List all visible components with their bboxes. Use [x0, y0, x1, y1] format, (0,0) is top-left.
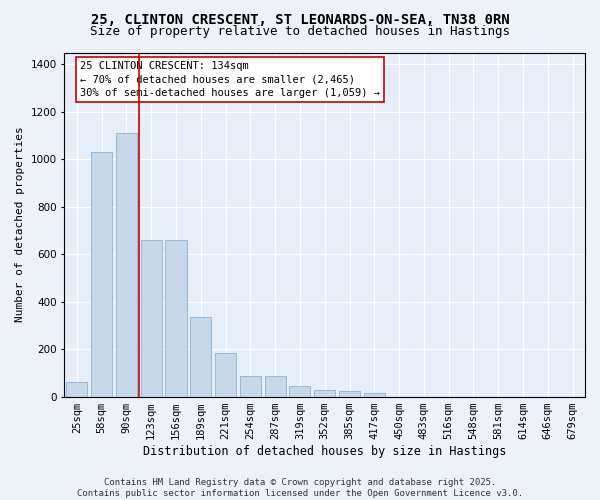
- Bar: [91, 152, 112, 396]
- Text: Size of property relative to detached houses in Hastings: Size of property relative to detached ho…: [90, 25, 510, 38]
- Text: Contains HM Land Registry data © Crown copyright and database right 2025.
Contai: Contains HM Land Registry data © Crown c…: [77, 478, 523, 498]
- Bar: [339, 390, 360, 396]
- Y-axis label: Number of detached properties: Number of detached properties: [15, 126, 25, 322]
- Bar: [289, 386, 310, 396]
- Bar: [240, 376, 261, 396]
- Bar: [166, 240, 187, 396]
- Bar: [140, 240, 162, 396]
- Bar: [215, 352, 236, 397]
- Bar: [67, 382, 88, 396]
- Text: 25, CLINTON CRESCENT, ST LEONARDS-ON-SEA, TN38 0RN: 25, CLINTON CRESCENT, ST LEONARDS-ON-SEA…: [91, 12, 509, 26]
- Bar: [314, 390, 335, 396]
- X-axis label: Distribution of detached houses by size in Hastings: Distribution of detached houses by size …: [143, 444, 506, 458]
- Bar: [190, 317, 211, 396]
- Text: 25 CLINTON CRESCENT: 134sqm
← 70% of detached houses are smaller (2,465)
30% of : 25 CLINTON CRESCENT: 134sqm ← 70% of det…: [80, 61, 380, 98]
- Bar: [265, 376, 286, 396]
- Bar: [116, 133, 137, 396]
- Bar: [364, 393, 385, 396]
